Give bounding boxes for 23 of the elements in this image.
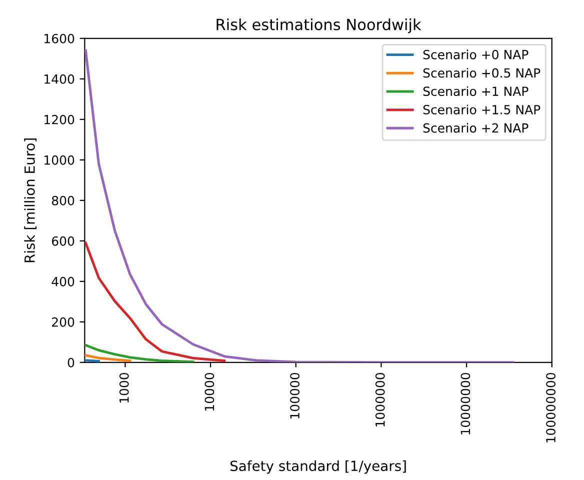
x-tick-label: 100000 [290,372,300,418]
legend-label: Scenario +2 NAP [423,123,528,133]
y-tick-label: 800 [52,196,74,206]
y-axis-title: Risk [million Euro] [24,138,37,262]
legend-label: Scenario +1 NAP [423,86,528,96]
y-tick-label: 600 [52,236,74,246]
y-tick-label: 1400 [44,74,74,84]
x-tick-label: 1000000 [375,372,385,426]
y-tick-label: 1200 [44,114,74,124]
chart-title: Risk estimations Noordwijk [216,18,422,34]
y-tick-label: 400 [52,276,74,286]
legend-label: Scenario +1.5 NAP [423,104,540,114]
y-tick-label: 0 [68,358,74,368]
legend-label: Scenario +0 NAP [423,50,528,60]
x-axis-title: Safety standard [1/years] [230,460,406,474]
x-tick-label: 1000 [119,372,129,403]
x-tick-label: 10000 [204,372,214,411]
y-tick-label: 200 [52,317,74,327]
y-tick-label: 1000 [44,155,74,165]
x-tick-label: 10000000 [460,372,470,434]
legend-label: Scenario +0.5 NAP [423,68,540,78]
x-tick-label: 100000000 [546,372,556,442]
y-tick-label: 1600 [44,34,74,44]
